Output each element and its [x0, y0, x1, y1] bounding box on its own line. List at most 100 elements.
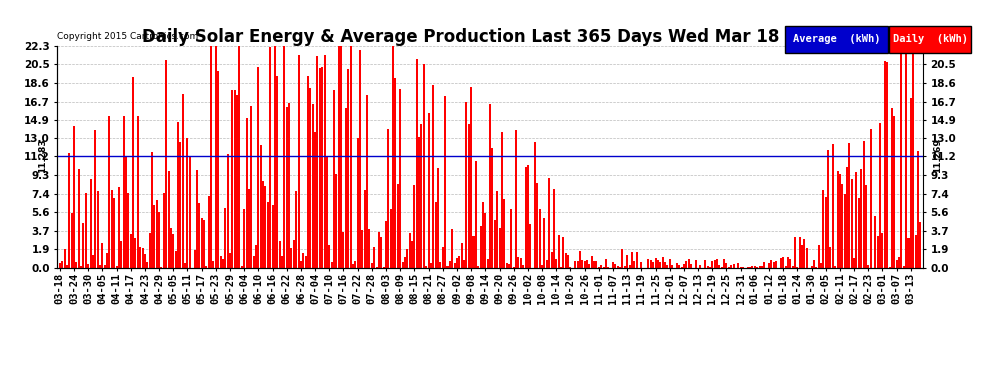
Bar: [111, 190, 113, 268]
Bar: [87, 264, 89, 268]
Bar: [848, 143, 850, 268]
Bar: [631, 252, 633, 268]
Bar: [281, 256, 283, 268]
Bar: [463, 260, 465, 268]
Bar: [252, 256, 254, 268]
Bar: [433, 85, 435, 268]
Bar: [201, 218, 203, 268]
Bar: [182, 94, 184, 268]
Bar: [445, 96, 446, 268]
Bar: [351, 264, 354, 268]
Bar: [501, 132, 503, 268]
Bar: [867, 266, 869, 268]
Bar: [309, 88, 312, 268]
Bar: [80, 267, 82, 268]
Bar: [106, 254, 108, 268]
Bar: [542, 265, 544, 268]
Bar: [647, 260, 649, 268]
Bar: [768, 263, 770, 268]
Bar: [749, 267, 751, 268]
Bar: [220, 256, 222, 268]
Bar: [726, 263, 728, 268]
Bar: [359, 50, 361, 268]
Bar: [203, 220, 205, 268]
Bar: [479, 226, 481, 268]
Bar: [801, 245, 803, 268]
Bar: [286, 107, 288, 268]
Bar: [893, 116, 895, 268]
Bar: [733, 264, 735, 268]
Bar: [598, 267, 600, 268]
Bar: [527, 165, 529, 268]
Bar: [794, 237, 796, 268]
Bar: [177, 122, 179, 268]
Bar: [910, 98, 912, 268]
Bar: [186, 138, 188, 268]
Bar: [255, 244, 257, 268]
Bar: [564, 252, 566, 268]
Bar: [652, 262, 654, 268]
Bar: [174, 251, 176, 268]
Bar: [550, 252, 552, 268]
Bar: [274, 46, 276, 268]
Bar: [460, 243, 462, 268]
Bar: [742, 267, 744, 268]
Bar: [435, 202, 437, 268]
Bar: [728, 267, 730, 268]
Bar: [823, 190, 825, 268]
Bar: [756, 267, 758, 268]
Bar: [740, 267, 742, 268]
Bar: [761, 266, 763, 268]
Bar: [615, 264, 617, 268]
Bar: [167, 171, 169, 268]
Bar: [333, 90, 335, 268]
Bar: [714, 260, 716, 268]
Bar: [331, 262, 333, 268]
Bar: [510, 209, 513, 268]
Bar: [170, 228, 172, 268]
Bar: [472, 236, 474, 268]
Bar: [244, 209, 246, 268]
Bar: [290, 248, 292, 268]
Bar: [288, 104, 290, 268]
Bar: [109, 116, 111, 268]
Bar: [843, 194, 845, 268]
Bar: [661, 257, 663, 268]
Bar: [835, 266, 837, 268]
Bar: [853, 258, 855, 268]
Bar: [402, 262, 404, 268]
Bar: [77, 169, 80, 268]
Bar: [770, 260, 772, 268]
Bar: [205, 266, 207, 268]
Bar: [130, 234, 132, 268]
Bar: [775, 261, 777, 268]
Bar: [704, 260, 706, 268]
Bar: [477, 266, 479, 268]
Bar: [118, 187, 120, 268]
Bar: [484, 213, 486, 268]
Bar: [489, 104, 491, 268]
Bar: [475, 160, 477, 268]
Bar: [654, 258, 656, 268]
Bar: [825, 197, 827, 268]
Bar: [731, 265, 733, 268]
Bar: [912, 46, 914, 268]
Bar: [636, 252, 638, 268]
Bar: [850, 180, 852, 268]
Bar: [343, 232, 345, 268]
Bar: [232, 90, 234, 268]
Bar: [612, 262, 614, 268]
Bar: [140, 247, 142, 268]
Bar: [406, 249, 408, 268]
Bar: [380, 237, 382, 268]
Bar: [482, 202, 484, 268]
Text: Daily  (kWh): Daily (kWh): [893, 34, 967, 44]
Bar: [832, 144, 834, 268]
Bar: [799, 237, 801, 268]
Bar: [193, 250, 196, 268]
Bar: [442, 247, 444, 268]
Bar: [846, 166, 848, 268]
Bar: [409, 233, 411, 268]
Bar: [70, 213, 72, 268]
Bar: [317, 56, 319, 268]
